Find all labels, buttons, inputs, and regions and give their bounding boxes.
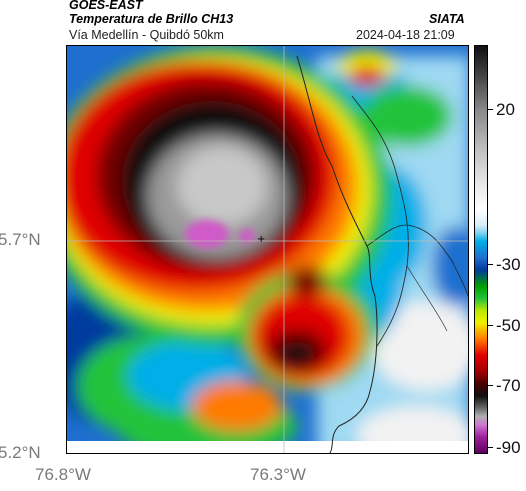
cb-tickmark (488, 447, 493, 448)
satellite-title: GOES-EAST (69, 0, 143, 12)
colorbar-tick-minus-70: -70 (496, 376, 521, 395)
product-title: Temperatura de Brillo CH13 (69, 12, 234, 26)
satellite-map: + (66, 45, 469, 454)
colorbar (474, 45, 488, 454)
colorbar-tick-minus-90: -90 (496, 438, 521, 457)
cb-tickmark (488, 264, 493, 265)
source-label: SIATA (429, 12, 465, 26)
route-label: Vía Medellín - Quibdó 50km (69, 28, 224, 42)
datetime-label: 2024-04-18 21:09 (356, 28, 455, 42)
cb-tickmark (488, 109, 493, 110)
location-marker-icon: + (257, 234, 265, 245)
lon-tick-76-8: 76.8°W (35, 465, 91, 484)
cb-tickmark (488, 385, 493, 386)
colorbar-tick-minus-30: -30 (496, 255, 521, 274)
lon-tick-76-3: 76.3°W (250, 465, 306, 484)
cb-tickmark (488, 325, 493, 326)
colorbar-tick-20: 20 (496, 100, 515, 119)
brightness-temperature-field: + (67, 46, 468, 453)
colorbar-tick-minus-50: -50 (496, 316, 521, 335)
lat-tick-5-7: 5.7°N (0, 230, 41, 249)
lat-tick-5-2: 5.2°N (0, 443, 41, 462)
